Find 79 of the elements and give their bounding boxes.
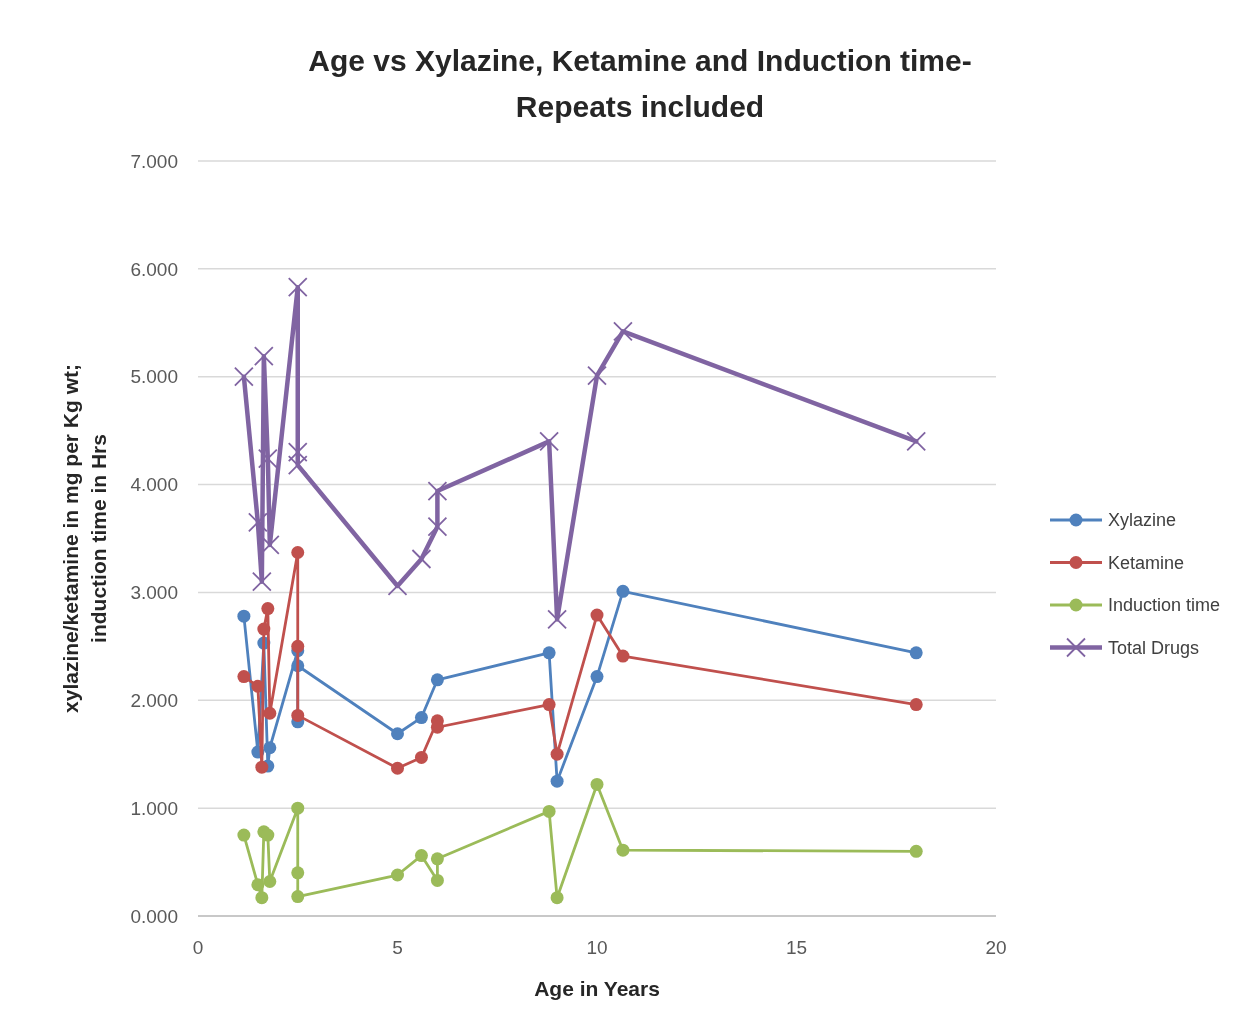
point [263, 706, 277, 720]
point [291, 801, 305, 815]
point [391, 868, 404, 882]
point [550, 774, 564, 788]
y-tick-label: 2.000 [130, 689, 178, 711]
point [616, 584, 630, 598]
point [261, 602, 275, 616]
point [542, 804, 556, 818]
point [430, 852, 444, 866]
point [550, 747, 564, 761]
y-tick-label: 6.000 [130, 258, 178, 280]
point [287, 277, 308, 298]
point [616, 649, 630, 663]
point [547, 609, 567, 630]
point [613, 321, 633, 342]
point [251, 878, 265, 892]
point [237, 670, 251, 684]
chart-title: Age vs Xylazine, Ketamine and Induction time- Repeats included [308, 44, 972, 123]
y-tick-label: 7.000 [130, 150, 178, 172]
point [237, 609, 251, 623]
point [909, 844, 923, 858]
point [253, 346, 274, 367]
point [251, 679, 265, 693]
point [251, 571, 272, 592]
point [542, 646, 556, 660]
x-tick-label: 20 [985, 937, 1007, 958]
point [550, 891, 564, 905]
x-tick-label: 0 [192, 937, 204, 958]
point [233, 366, 254, 387]
point [291, 546, 305, 560]
point [247, 512, 268, 533]
point [427, 481, 448, 501]
point [414, 849, 428, 863]
point [427, 516, 448, 537]
legend-label: Induction time [1108, 595, 1221, 616]
point [587, 365, 607, 386]
x-tick-label: 10 [586, 937, 608, 958]
x-tick-label: 15 [785, 937, 808, 958]
x-axis-title: Age in Years [534, 977, 660, 1000]
legend-label: Ketamine [1108, 552, 1185, 573]
point [237, 828, 251, 842]
y-tick-label: 4.000 [130, 474, 178, 496]
point [411, 549, 432, 569]
point [263, 741, 277, 755]
point [287, 442, 308, 463]
point [590, 670, 604, 684]
y-tick-label: 5.000 [130, 366, 178, 388]
point [430, 873, 444, 887]
point [590, 608, 604, 622]
point [430, 673, 444, 687]
point [257, 622, 271, 636]
point [414, 711, 428, 725]
point [391, 727, 404, 741]
point [263, 874, 277, 888]
y-axis-title: xylazine/ketamine in mg per Kg wt; induction time in Hrs [59, 364, 110, 713]
y-tick-label: 1.000 [130, 797, 178, 819]
point [909, 646, 923, 660]
point [590, 777, 604, 791]
point [291, 890, 305, 904]
point [414, 750, 428, 764]
point [291, 639, 305, 653]
point [391, 761, 404, 775]
point [255, 891, 269, 905]
point [261, 828, 275, 842]
point [255, 760, 269, 774]
legend-label: Xylazine [1108, 510, 1177, 531]
point [909, 698, 923, 712]
point [291, 866, 305, 880]
x-tick-label: 5 [392, 937, 403, 958]
point [542, 698, 556, 712]
point [291, 708, 305, 722]
legend-label: Total Drugs [1108, 637, 1200, 658]
point [539, 431, 560, 452]
point [906, 431, 927, 452]
y-tick-label: 3.000 [130, 582, 178, 604]
point [257, 448, 278, 469]
point [287, 455, 308, 476]
y-tick-label: 0.000 [130, 905, 178, 927]
point [616, 843, 630, 857]
